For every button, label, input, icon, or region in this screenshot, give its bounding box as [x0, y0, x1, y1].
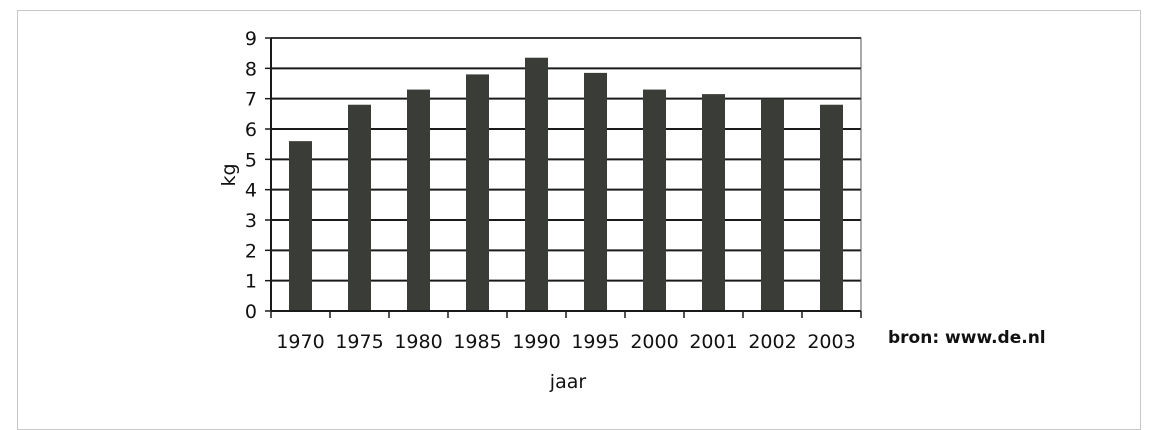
y-tick-labels: 0 1 2 3 4 5 6 7 8 9	[245, 28, 257, 323]
x-tick-label: 2000	[630, 331, 678, 353]
y-tick-label: 0	[245, 301, 257, 323]
y-tick-label: 9	[245, 28, 257, 50]
bar-2000	[643, 89, 666, 311]
axes	[265, 37, 862, 318]
y-tick-label: 4	[245, 180, 257, 202]
bar-2003	[820, 104, 843, 311]
bar-1970	[289, 141, 312, 311]
y-axis-label: kg	[218, 163, 240, 186]
bars	[289, 57, 843, 312]
x-tick-label: 1970	[276, 331, 324, 353]
y-tick-label: 2	[245, 240, 257, 262]
y-tick-label: 5	[245, 149, 257, 171]
x-tick-label: 1975	[335, 331, 383, 353]
y-tick-label: 7	[245, 89, 257, 111]
bar-chart: 0 1 2 3 4 5 6 7 8 9 1970 1975 1980 1985 1990 1995 2000 2…	[218, 28, 1046, 393]
y-tick-label: 1	[245, 271, 257, 293]
x-tick-label: 2001	[689, 331, 737, 353]
bar-2001	[702, 94, 725, 311]
x-tick-label: 1995	[571, 331, 619, 353]
y-tick-label: 8	[245, 58, 257, 80]
bar-1980	[407, 89, 430, 311]
bar-1995	[584, 72, 607, 311]
x-tick-label: 1980	[394, 331, 442, 353]
x-tick-label: 1990	[512, 331, 560, 353]
bar-1975	[348, 104, 371, 311]
source-label: bron: www.de.nl	[888, 328, 1046, 348]
x-tick-label: 2002	[748, 331, 796, 353]
x-axis-label: jaar	[549, 371, 587, 393]
x-tick-label: 1985	[453, 331, 501, 353]
x-tick-labels: 1970 1975 1980 1985 1990 1995 2000 2001 2002 2003	[276, 331, 855, 353]
x-tick-label: 2003	[807, 331, 855, 353]
bar-2002	[761, 98, 784, 312]
y-tick-label: 6	[245, 119, 257, 141]
bar-1985	[466, 74, 489, 312]
y-tick-label: 3	[245, 210, 257, 232]
bar-1990	[525, 57, 548, 311]
